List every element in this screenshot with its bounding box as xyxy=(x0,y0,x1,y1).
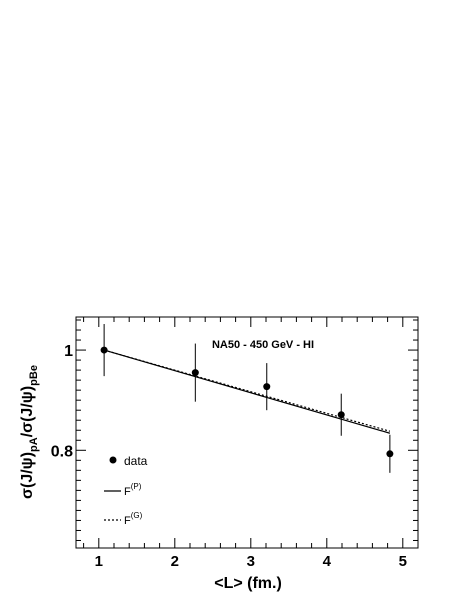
y-axis-label: σ(J/ψ)pA/σ(J/ψ)pBe xyxy=(19,365,40,499)
legend-fp-label: F(P) xyxy=(124,482,142,498)
data-point xyxy=(263,383,271,391)
legend-fg-sup: (G) xyxy=(131,511,143,520)
x-tick-label: 3 xyxy=(247,553,255,570)
fit-curves xyxy=(103,349,391,434)
legend-data-marker xyxy=(109,456,117,464)
x-tick-label: 4 xyxy=(323,553,332,570)
x-axis-ticks xyxy=(83,317,419,548)
legend-fg-label: F(G) xyxy=(124,511,143,527)
legend-fp-name: F xyxy=(124,486,131,498)
plot-frame xyxy=(75,316,419,549)
y-axis-tick-labels: 0.81 xyxy=(51,343,73,460)
legend-data-label: data xyxy=(124,454,148,468)
x-tick-label: 2 xyxy=(171,553,179,570)
x-tick-label: 5 xyxy=(399,553,407,570)
y-tick-label: 0.8 xyxy=(51,443,73,460)
y-axis-label-part1: σ(J/ψ) xyxy=(19,452,36,499)
y-axis-label-part2: /σ(J/ψ) xyxy=(19,386,36,437)
x-tick-label: 1 xyxy=(95,553,103,570)
data-point xyxy=(386,450,394,458)
y-axis-ticks xyxy=(76,319,418,541)
legend-fg-name: F xyxy=(124,515,131,527)
y-tick-label: 1 xyxy=(64,343,73,360)
x-axis-tick-labels: 1 2 3 4 5 xyxy=(95,553,407,570)
data-point xyxy=(337,411,345,419)
legend-fp-sup: (P) xyxy=(131,482,142,491)
y-axis-label-sub2: pBe xyxy=(28,365,40,386)
data-point xyxy=(191,369,199,377)
x-axis-label: <L> (fm.) xyxy=(214,575,282,592)
fit-line-g xyxy=(103,349,391,432)
y-axis-label-sub1: pA xyxy=(28,437,40,452)
legend: data F(P) F(G) xyxy=(104,454,148,527)
chart-title: NA50 - 450 GeV - HI xyxy=(212,339,314,351)
data-point xyxy=(100,346,108,354)
data-series xyxy=(100,324,394,473)
